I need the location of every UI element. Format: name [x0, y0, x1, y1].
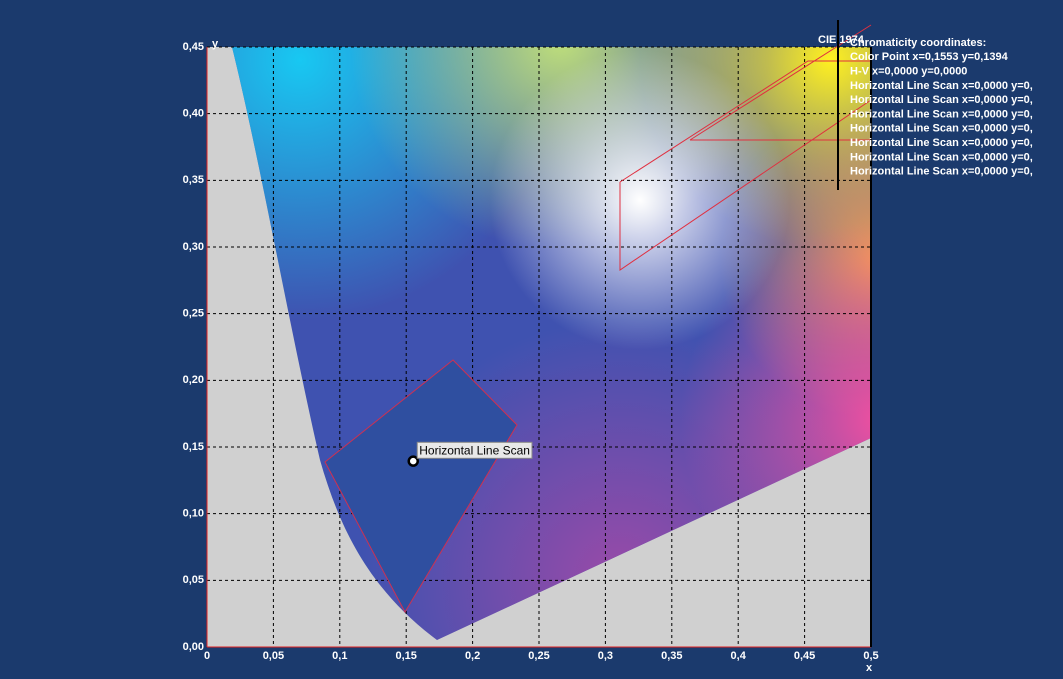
- y-axis-label: y: [212, 38, 219, 50]
- y-tick-label: 0,20: [183, 374, 204, 386]
- x-tick-label: 0,25: [528, 650, 549, 662]
- x-tick-label: 0,4: [731, 650, 747, 662]
- annotation-box: [416, 441, 533, 459]
- chart-title: CIE 1974: [818, 34, 865, 46]
- y-tick-label: 0,40: [183, 108, 204, 120]
- scan-region: [619, 24, 872, 271]
- y-tick-label: 0,25: [183, 308, 204, 320]
- info-line: Horizontal Line Scan x=0,0000 y=0,: [850, 137, 1033, 149]
- x-tick-label: 0,15: [395, 650, 416, 662]
- x-tick-label: 0,3: [598, 650, 613, 662]
- x-axis-label: x: [866, 662, 873, 674]
- y-tick-label: 0,45: [183, 41, 204, 53]
- y-tick-label: 0,35: [183, 174, 204, 186]
- x-tick-label: 0,45: [794, 650, 815, 662]
- x-tick-label: 0: [204, 650, 210, 662]
- y-tick-label: 0,10: [183, 508, 204, 520]
- info-line: Horizontal Line Scan x=0,0000 y=0,: [850, 166, 1033, 178]
- data-point: [407, 455, 419, 467]
- x-tick-label: 0,35: [661, 650, 682, 662]
- info-line: H-V x=0,0000 y=0,0000: [850, 66, 967, 78]
- info-line: Chromaticity coordinates:: [850, 37, 986, 49]
- info-line: Horizontal Line Scan x=0,0000 y=0,: [850, 108, 1033, 120]
- info-line: Horizontal Line Scan x=0,0000 y=0,: [850, 94, 1033, 106]
- info-line: Horizontal Line Scan x=0,0000 y=0,: [850, 123, 1033, 135]
- info-line: Horizontal Line Scan x=0,0000 y=0,: [850, 80, 1033, 92]
- y-tick-label: 0,00: [183, 641, 204, 653]
- info-line: Color Point x=0,1553 y=0,1394: [850, 51, 1009, 63]
- y-tick-label: 0,15: [183, 441, 204, 453]
- x-tick-label: 0,1: [332, 650, 347, 662]
- x-tick-label: 0,05: [263, 650, 284, 662]
- scan-region: [324, 359, 518, 614]
- y-tick-label: 0,05: [183, 574, 204, 586]
- x-tick-label: 0,5: [863, 650, 878, 662]
- x-tick-label: 0,2: [465, 650, 480, 662]
- point-annotation: Horizontal Line Scan: [419, 443, 530, 457]
- y-tick-label: 0,30: [183, 241, 204, 253]
- info-line: Horizontal Line Scan x=0,0000 y=0,: [850, 151, 1033, 163]
